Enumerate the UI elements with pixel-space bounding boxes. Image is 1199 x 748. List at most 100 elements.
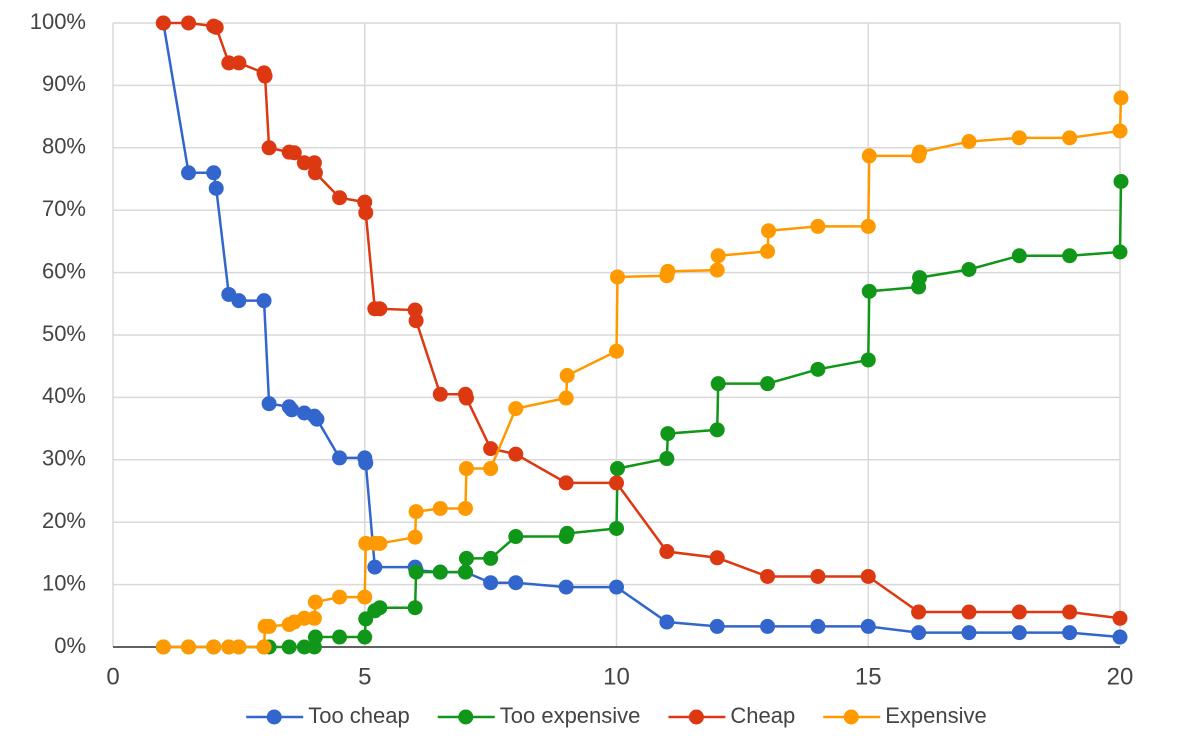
point (1112, 123, 1128, 139)
point (286, 145, 302, 161)
point (483, 575, 499, 591)
point (372, 535, 388, 551)
legend-item: Too expensive (437, 703, 641, 728)
point (609, 520, 624, 536)
point (1062, 248, 1078, 264)
point (961, 134, 977, 150)
point (609, 475, 624, 491)
point (261, 396, 277, 412)
y-tick-label: 0% (54, 633, 86, 658)
point (256, 639, 272, 655)
point (257, 68, 273, 84)
point (181, 15, 197, 31)
legend-label: Too expensive (500, 703, 641, 728)
point (332, 589, 348, 605)
point (1113, 90, 1129, 106)
point (508, 575, 524, 591)
point (710, 376, 726, 392)
point (709, 618, 725, 634)
point (231, 55, 247, 71)
point (457, 500, 473, 516)
point (760, 568, 776, 584)
point (760, 243, 776, 259)
point (1112, 629, 1128, 645)
point (1062, 625, 1078, 641)
point (1011, 248, 1027, 264)
point (558, 475, 574, 491)
point (609, 579, 624, 595)
y-tick-label: 10% (42, 570, 86, 595)
point (961, 604, 977, 620)
point (709, 550, 725, 566)
point (367, 559, 383, 575)
legend-item: Too cheap (246, 703, 410, 728)
point (1112, 244, 1128, 260)
point (408, 504, 424, 520)
point (231, 293, 247, 309)
legend-marker (458, 709, 474, 725)
point (231, 639, 247, 655)
point (432, 500, 448, 516)
point (181, 639, 197, 655)
point (660, 426, 676, 442)
series-line (162, 22, 1121, 639)
point (860, 218, 876, 234)
point (261, 618, 277, 634)
point (208, 19, 224, 35)
point (155, 639, 171, 655)
point (860, 352, 876, 368)
y-tick-label: 40% (42, 383, 86, 408)
y-tick-label: 30% (42, 446, 86, 471)
point (407, 529, 423, 545)
x-tick-label: 10 (603, 663, 630, 690)
point (408, 564, 424, 580)
point (660, 263, 676, 279)
x-tick-label: 0 (106, 663, 119, 690)
point (332, 450, 348, 466)
point (610, 461, 626, 477)
point (256, 293, 272, 309)
point (206, 165, 222, 181)
point (432, 386, 448, 402)
y-tick-label: 20% (42, 508, 86, 533)
point (307, 629, 323, 645)
point (284, 402, 300, 418)
point (861, 148, 877, 164)
point (709, 422, 725, 438)
y-tick-label: 50% (42, 321, 86, 346)
point (457, 564, 473, 580)
legend-marker (843, 709, 859, 725)
point (861, 283, 877, 299)
point (307, 165, 323, 181)
point (810, 618, 826, 634)
legend-marker (266, 709, 282, 725)
point (483, 441, 499, 457)
point (961, 261, 977, 277)
point (357, 589, 373, 605)
point (610, 269, 626, 285)
legend-item: Cheap (668, 703, 795, 728)
series-line (163, 21, 1121, 620)
point (307, 594, 323, 610)
point (372, 301, 388, 317)
point (508, 401, 524, 417)
legend-label: Cheap (730, 703, 795, 728)
point (760, 618, 776, 634)
point (659, 614, 675, 630)
point (609, 343, 624, 359)
legend-label: Too cheap (308, 703, 410, 728)
point (206, 639, 222, 655)
x-tick-label: 20 (1107, 663, 1134, 690)
point (911, 604, 927, 620)
series-line (163, 97, 1123, 649)
point (558, 390, 574, 406)
point (1011, 604, 1027, 620)
point (911, 625, 927, 641)
y-tick-label: 70% (42, 196, 86, 221)
point (709, 262, 725, 278)
point (860, 568, 876, 584)
point (357, 629, 373, 645)
point (407, 600, 423, 616)
point (372, 600, 388, 616)
